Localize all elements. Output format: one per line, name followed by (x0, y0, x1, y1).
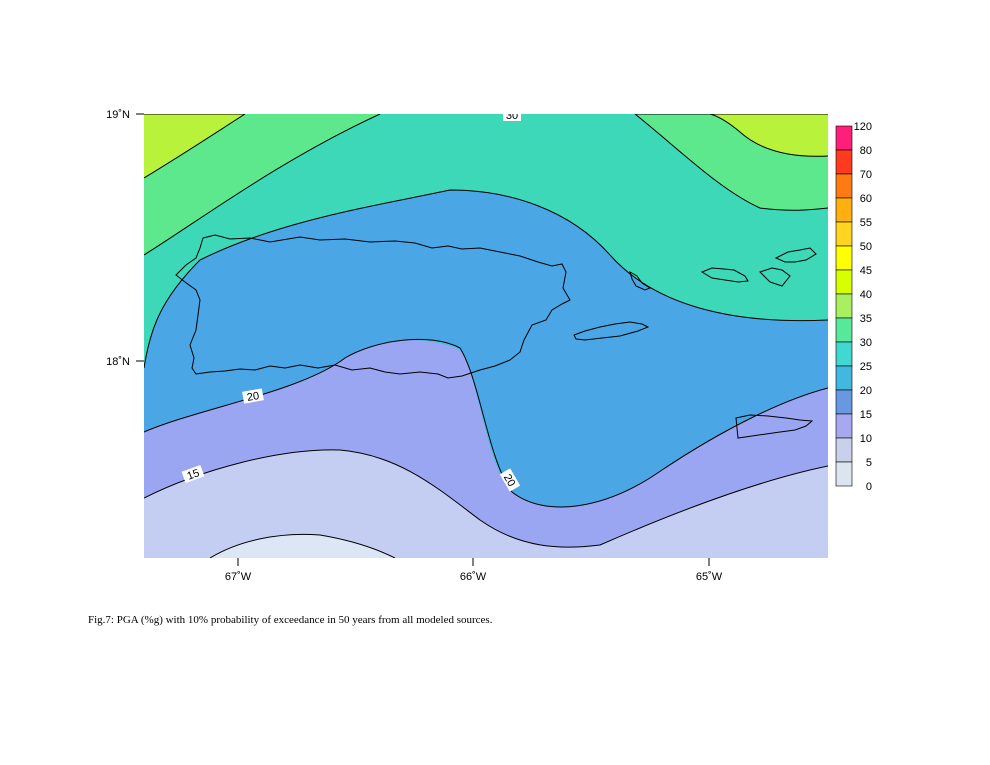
contour-label-15: 15 (186, 467, 202, 482)
band-10-15 (144, 449, 828, 558)
legend-label: 45 (860, 265, 872, 277)
legend-label: 120 (854, 121, 872, 133)
island-puerto-rico (175, 234, 571, 379)
coastlines (175, 234, 817, 439)
legend-label: 0 (866, 481, 872, 493)
legend-swatch (835, 173, 853, 199)
legend-label: 40 (860, 289, 872, 301)
legend-swatch (835, 197, 853, 223)
contour-lines (144, 114, 828, 558)
legend-swatch (835, 269, 853, 295)
legend-swatch (835, 317, 853, 343)
band-5-10 (210, 534, 395, 558)
legend-label: 70 (860, 169, 872, 181)
legend-swatch (835, 413, 853, 439)
lat-tick-19n: 19˚N (106, 109, 130, 121)
island-culebra (629, 270, 652, 291)
lon-tick-67w: 67˚W (225, 571, 252, 583)
legend-label: 15 (860, 409, 872, 421)
axes (136, 113, 710, 566)
island-vieques (573, 321, 650, 341)
legend-swatch (835, 149, 853, 175)
legend-swatch (835, 245, 853, 271)
figure-caption: Fig.7: PGA (%g) with 10% probability of … (88, 614, 493, 626)
island-st-john (759, 267, 791, 287)
legend-label: 5 (866, 457, 872, 469)
contour-label-20-west: 20 (246, 390, 260, 404)
map-plot-area: 30 20 15 20 (144, 110, 828, 558)
contour-label-group: 30 20 15 20 (181, 110, 521, 492)
legend-label: 60 (860, 193, 872, 205)
island-st-croix (735, 414, 814, 439)
lon-tick-65w: 65˚W (696, 571, 723, 583)
lon-tick-66w: 66˚W (460, 571, 487, 583)
legend-label: 20 (860, 385, 872, 397)
legend-label: 25 (860, 361, 872, 373)
contour-label-30: 30 (506, 110, 518, 122)
legend-label: 30 (860, 337, 872, 349)
legend-label: 80 (860, 145, 872, 157)
legend-label: 35 (860, 313, 872, 325)
legend-label: 55 (860, 217, 872, 229)
legend-swatch (835, 461, 853, 487)
lat-tick-18n: 18˚N (106, 356, 130, 368)
legend-swatch (835, 221, 853, 247)
island-tortola (774, 247, 817, 263)
band-40-45-topright (710, 114, 828, 157)
legend-label: 10 (860, 433, 872, 445)
legend-swatch (835, 125, 853, 151)
legend-swatch (835, 293, 853, 319)
island-st-thomas (700, 267, 749, 283)
contour-label-20-central: 20 (501, 472, 518, 489)
legend-swatch (835, 437, 853, 463)
legend-swatch (835, 365, 853, 391)
legend-swatch (835, 389, 853, 415)
legend-swatch (835, 341, 853, 367)
band-20-25-lobe (144, 190, 828, 508)
legend-label: 50 (860, 241, 872, 253)
